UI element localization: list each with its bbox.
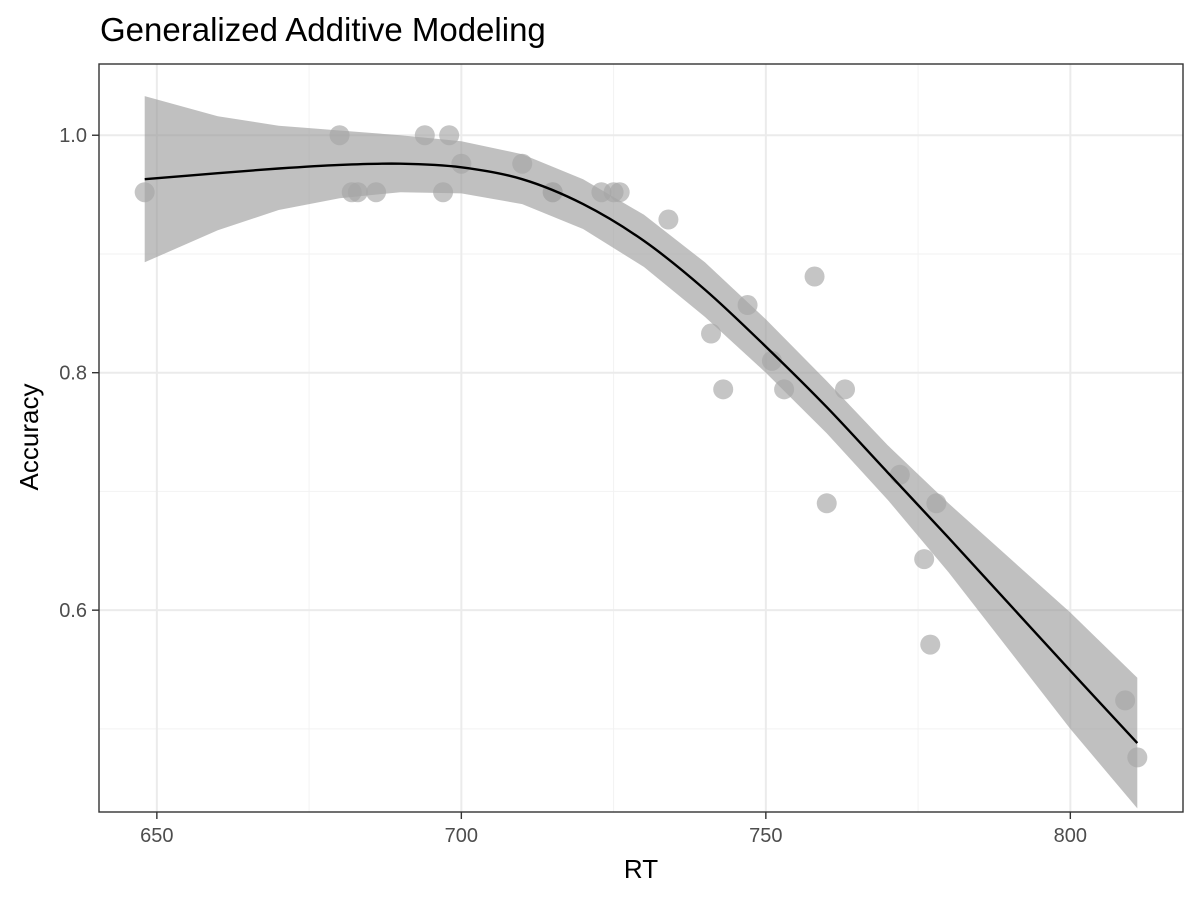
data-point	[926, 493, 947, 514]
data-point	[347, 182, 368, 203]
data-points-layer	[134, 125, 1148, 768]
y-tick-label: 0.8	[59, 363, 87, 385]
data-point	[701, 323, 722, 344]
x-axis-title: RT	[624, 854, 658, 884]
data-point	[804, 266, 825, 287]
y-axis-title: Accuracy	[14, 384, 44, 491]
y-tick-label: 1.0	[59, 125, 87, 147]
data-point	[1115, 690, 1136, 711]
gam-fit-line	[144, 162, 1139, 744]
data-point	[658, 209, 679, 230]
confidence-ribbon-layer	[144, 96, 1138, 809]
x-tick-label: 750	[749, 825, 782, 847]
plot-panel-border	[98, 63, 1184, 813]
data-point	[774, 379, 795, 400]
data-point	[451, 153, 472, 174]
data-point	[134, 182, 155, 203]
data-point	[914, 549, 935, 570]
x-tick-label: 650	[140, 825, 173, 847]
data-point	[816, 493, 837, 514]
data-point	[609, 182, 630, 203]
data-point	[433, 182, 454, 203]
x-tick-label: 700	[445, 825, 478, 847]
data-point	[920, 634, 941, 655]
data-point	[835, 379, 856, 400]
data-point	[439, 125, 460, 146]
x-tick-label: 800	[1054, 825, 1087, 847]
data-point	[737, 295, 758, 316]
data-point	[329, 125, 350, 146]
data-point	[366, 182, 387, 203]
data-point	[512, 153, 533, 174]
data-point	[889, 464, 910, 485]
data-point	[1127, 747, 1148, 768]
confidence-ribbon	[144, 96, 1138, 809]
fit-line-layer	[144, 162, 1139, 744]
y-tick-label: 0.6	[59, 600, 87, 622]
axis-ticks-layer: 650 700 750 800 0.6 0.8 1.0	[59, 125, 1087, 847]
data-point	[414, 125, 435, 146]
data-point	[713, 379, 734, 400]
chart-title: Generalized Additive Modeling	[100, 11, 546, 48]
